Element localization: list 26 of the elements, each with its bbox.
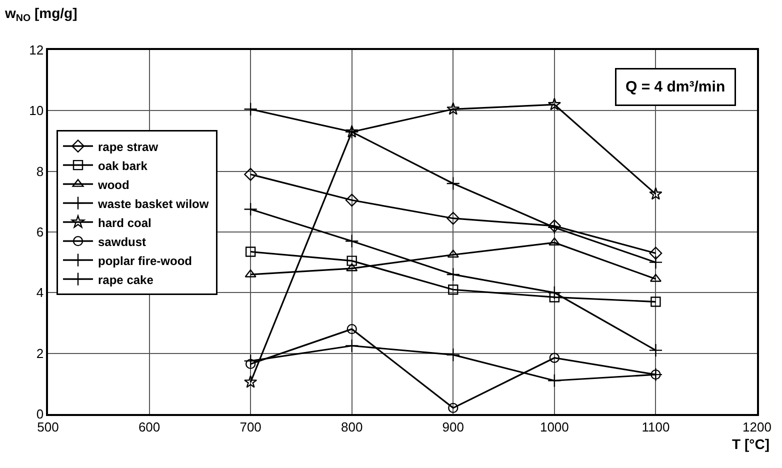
y-tick-label: 0 <box>36 406 44 422</box>
legend-label: oak bark <box>98 158 148 173</box>
x-tick-label: 700 <box>240 419 262 434</box>
y-tick-label: 6 <box>36 224 44 240</box>
legend-label: rape cake <box>98 272 154 287</box>
x-tick-label: 1200 <box>742 419 772 434</box>
y-tick-label: 2 <box>36 346 44 361</box>
x-tick-label: 1100 <box>642 419 670 434</box>
legend-label: sawdust <box>98 234 146 249</box>
legend-label: rape straw <box>98 140 159 154</box>
y-tick-label: 8 <box>36 164 44 179</box>
x-tick-label: 600 <box>138 419 160 434</box>
legend-label: hard coal <box>98 216 152 230</box>
legend-label: poplar fire-wood <box>98 254 192 268</box>
y-axis-title: w$_{NO}$ [mg/g] <box>4 5 78 24</box>
x-tick-label: 800 <box>341 419 363 434</box>
annotation: Q = 4 dm³/min <box>626 78 726 96</box>
legend-label: wood <box>97 178 130 192</box>
x-tick-label: 900 <box>442 419 464 434</box>
y-tick-label: 12 <box>29 42 44 58</box>
legend-label: waste basket wilow <box>97 196 210 211</box>
x-tick-label: 1000 <box>540 419 569 434</box>
x-tick-label: 500 <box>37 419 59 434</box>
x-axis-title: T [°C] <box>732 436 770 452</box>
y-tick-label: 10 <box>29 103 44 118</box>
y-tick-label: 4 <box>36 285 44 300</box>
